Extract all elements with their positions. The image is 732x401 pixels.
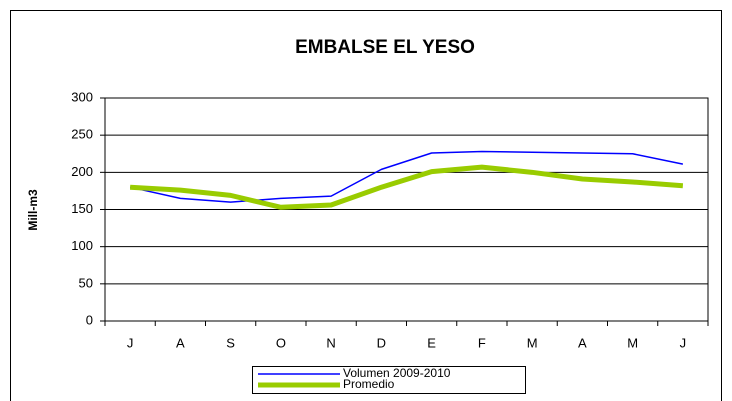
legend-label: Promedio xyxy=(343,377,395,391)
legend-label: Volumen 2009-2010 xyxy=(343,366,451,380)
legend xyxy=(252,366,526,394)
x-tick-label: J xyxy=(680,335,687,350)
y-tick-label: 50 xyxy=(79,275,93,290)
x-tick-label: O xyxy=(276,335,286,350)
x-tick-label: S xyxy=(226,335,235,350)
chart-frame xyxy=(10,10,722,401)
y-tick-label: 300 xyxy=(71,89,93,104)
y-axis-label: Mill-m3 xyxy=(26,189,40,231)
x-tick-label: A xyxy=(578,335,587,350)
x-tick-label: F xyxy=(478,335,486,350)
x-tick-label: N xyxy=(326,335,335,350)
x-tick-label: D xyxy=(377,335,386,350)
series-line xyxy=(129,164,684,210)
series-line xyxy=(129,150,684,203)
y-tick-label: 100 xyxy=(71,238,93,253)
y-tick-label: 250 xyxy=(71,127,93,142)
x-tick-label: A xyxy=(176,335,185,350)
x-tick-label: M xyxy=(627,335,638,350)
chart-title: EMBALSE EL YESO xyxy=(295,37,475,58)
y-tick-label: 0 xyxy=(86,312,93,327)
y-tick-label: 200 xyxy=(71,164,93,179)
y-tick-label: 150 xyxy=(71,201,93,216)
x-tick-label: J xyxy=(127,335,134,350)
x-tick-label: E xyxy=(427,335,436,350)
x-tick-label: M xyxy=(527,335,538,350)
